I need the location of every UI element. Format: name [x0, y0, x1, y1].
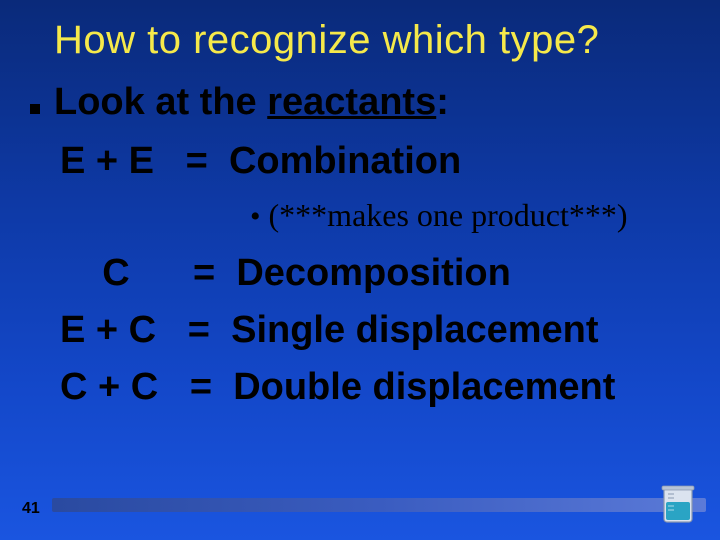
- reaction-lhs: E + E: [60, 140, 154, 182]
- reaction-rhs: Decomposition: [236, 252, 510, 294]
- reaction-row-3: C + C = Double displacement: [60, 366, 690, 409]
- lead-underlined: reactants: [267, 81, 436, 123]
- lead-suffix: :: [436, 81, 449, 123]
- reaction-row-2: E + C = Single displacement: [60, 309, 690, 352]
- reaction-lhs: E + C: [60, 309, 156, 351]
- reaction-row-0: E + E = Combination: [60, 140, 690, 183]
- reaction-rhs: Combination: [229, 140, 461, 182]
- slide-title: How to recognize which type?: [54, 18, 690, 63]
- lead-bullet-row: Look at the reactants:: [30, 81, 690, 124]
- beaker-icon: [654, 480, 702, 528]
- reaction-lhs: C: [102, 252, 129, 294]
- bullet-dot-icon: •: [250, 200, 261, 234]
- note-text: (***makes one product***): [269, 197, 628, 234]
- lead-text: Look at the reactants:: [54, 81, 449, 124]
- square-bullet-icon: [30, 104, 40, 114]
- reaction-lhs: C + C: [60, 366, 158, 408]
- slide: How to recognize which type? Look at the…: [0, 0, 720, 540]
- lead-prefix: Look at the: [54, 81, 267, 123]
- note-row: • (***makes one product***): [250, 197, 690, 234]
- page-number: 41: [22, 500, 40, 518]
- reaction-row-1: C = Decomposition: [60, 252, 690, 295]
- reaction-rhs: Single displacement: [231, 309, 598, 351]
- footer-bar: [52, 498, 706, 512]
- reaction-rhs: Double displacement: [233, 366, 615, 408]
